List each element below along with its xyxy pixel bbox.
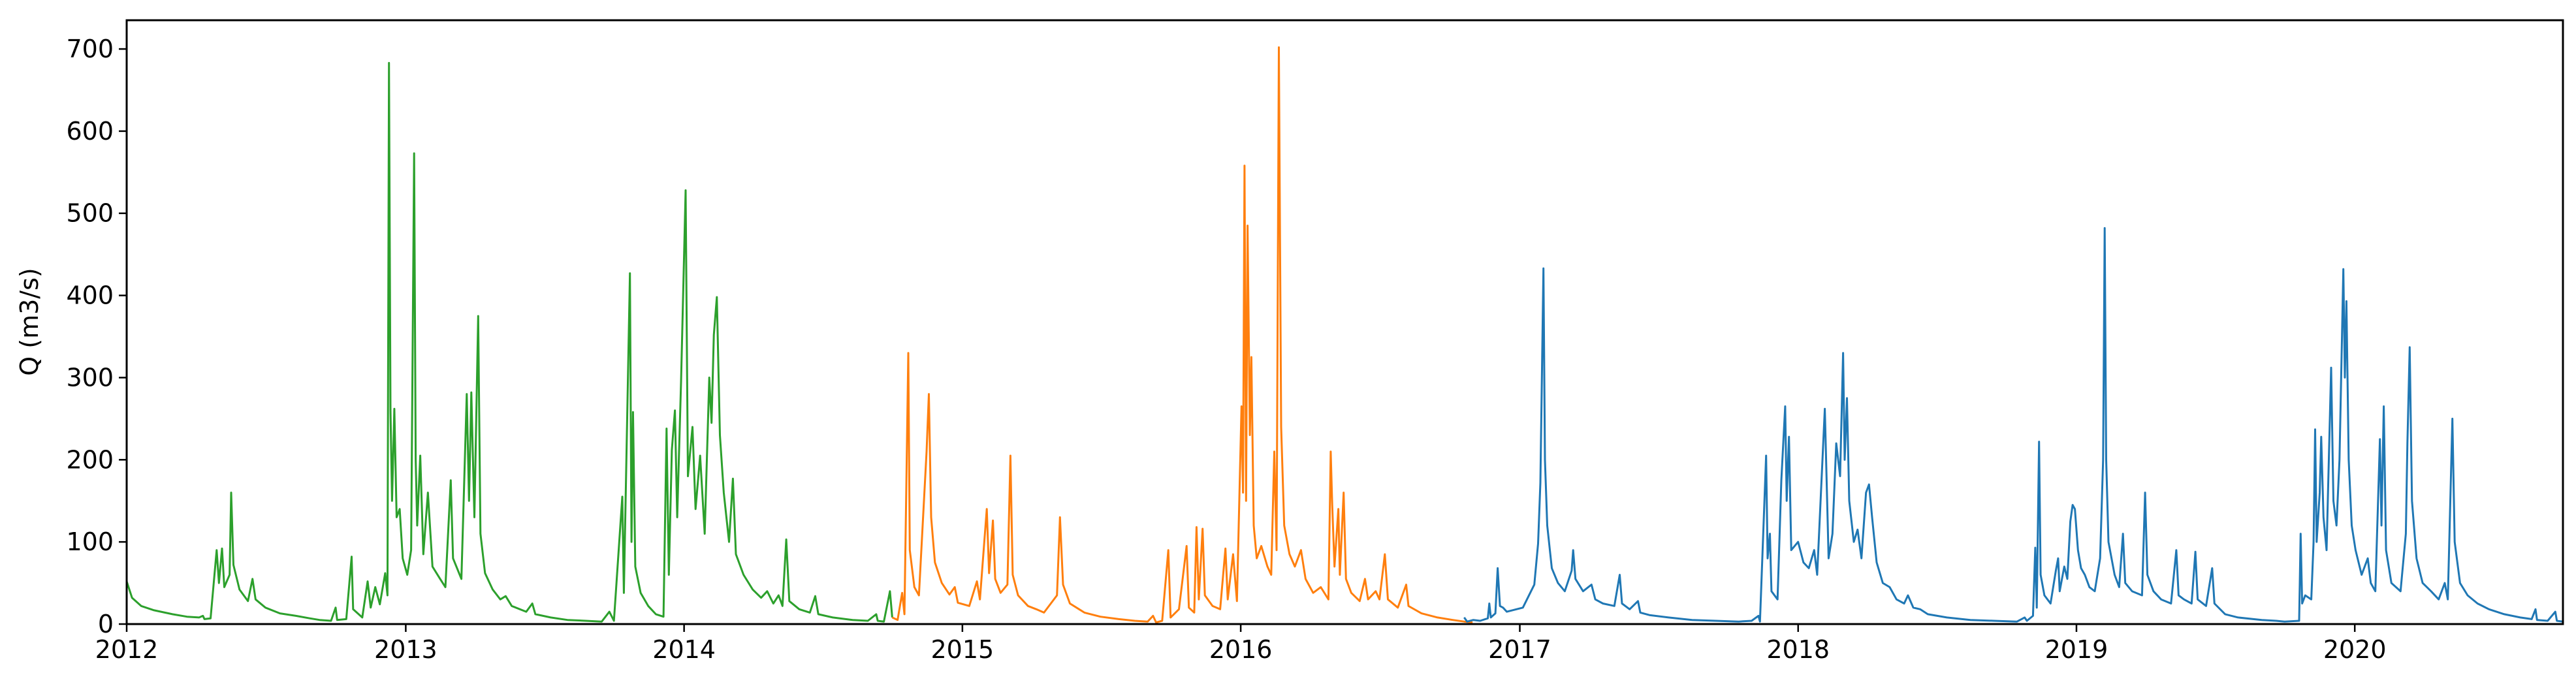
y-tick-label: 400 bbox=[66, 281, 114, 310]
x-tick-label: 2014 bbox=[652, 635, 716, 664]
x-tick-label: 2012 bbox=[95, 635, 159, 664]
x-tick-label: 2018 bbox=[1766, 635, 1830, 664]
x-tick-label: 2015 bbox=[931, 635, 994, 664]
x-tick-label: 2019 bbox=[2045, 635, 2108, 664]
y-tick-label: 300 bbox=[66, 363, 114, 392]
x-axis: 2012 2013 2014 2015 2016 2017 2018 2019 2020 bbox=[95, 624, 2387, 664]
y-tick-label: 500 bbox=[66, 199, 114, 228]
y-tick-label: 600 bbox=[66, 117, 114, 146]
x-tick-label: 2016 bbox=[1209, 635, 1273, 664]
y-tick-label: 100 bbox=[66, 527, 114, 556]
y-axis: 0 100 200 300 400 500 600 700 bbox=[66, 35, 127, 638]
y-tick-label: 200 bbox=[66, 445, 114, 474]
series-group bbox=[125, 46, 2564, 623]
x-tick-label: 2017 bbox=[1488, 635, 1551, 664]
x-tick-label: 2020 bbox=[2323, 635, 2387, 664]
plot-area-frame bbox=[125, 19, 2564, 625]
y-tick-label: 0 bbox=[98, 610, 114, 638]
series-line-1 bbox=[125, 61, 893, 623]
series-line-3 bbox=[1463, 227, 2564, 623]
y-tick-label: 700 bbox=[66, 35, 114, 63]
y-axis-label: Q (m3/s) bbox=[15, 268, 44, 375]
series-line-2 bbox=[891, 46, 1473, 623]
x-tick-label: 2013 bbox=[374, 635, 437, 664]
